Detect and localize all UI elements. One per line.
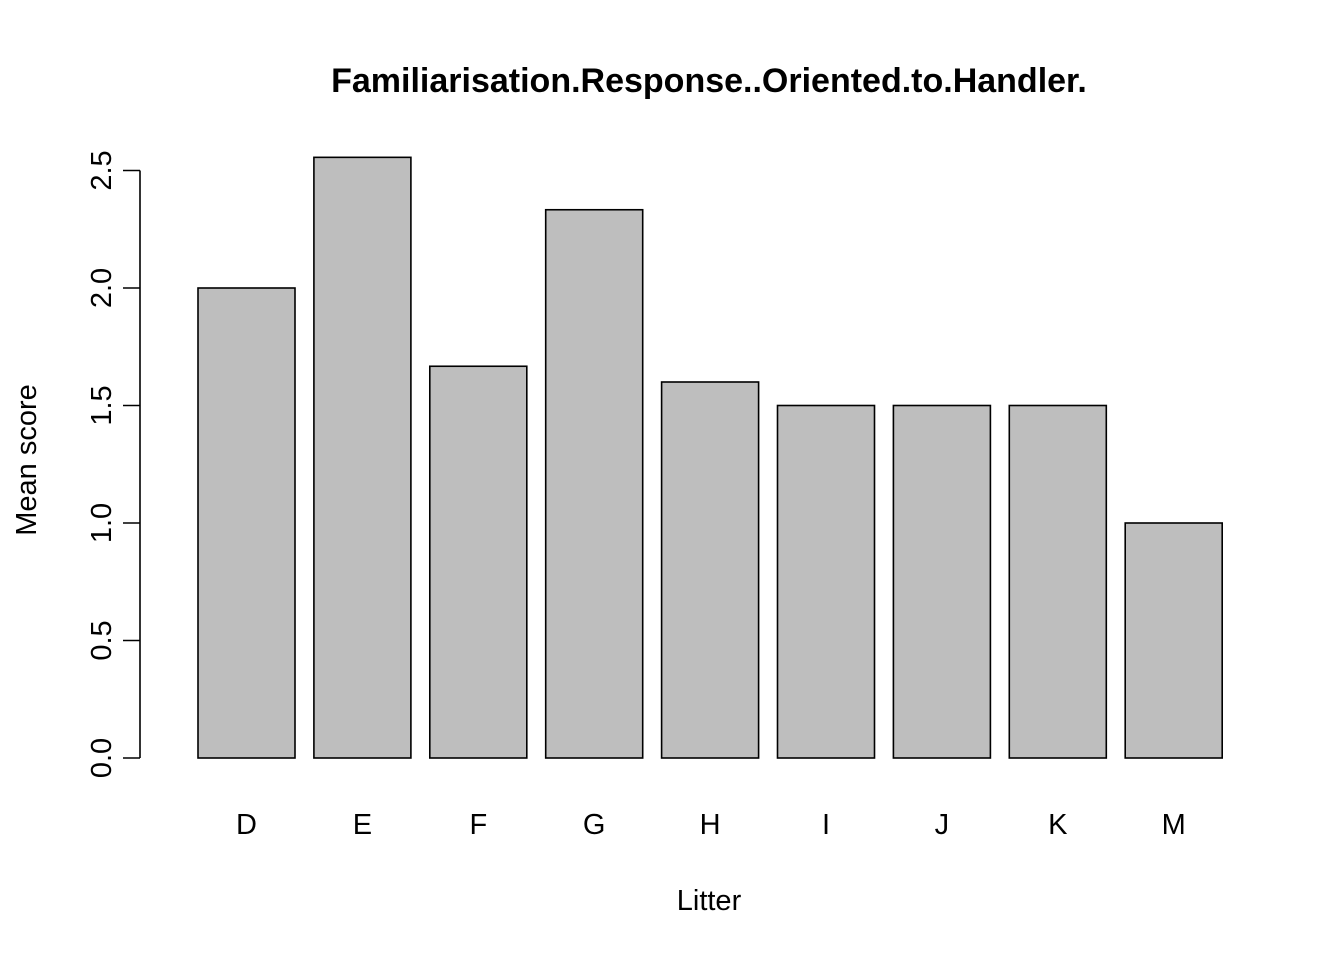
y-axis: 0.0 0.5 1.0 1.5 2.0 2.5 <box>86 150 141 778</box>
x-category-label: F <box>469 809 487 841</box>
x-category-label: D <box>236 809 257 841</box>
x-category-label: I <box>822 809 830 841</box>
bar-g <box>544 208 644 759</box>
y-axis-label: Mean score <box>11 384 43 536</box>
y-tick-label: 0.0 <box>86 738 118 778</box>
bar-f <box>428 365 528 759</box>
y-tick-label: 2.5 <box>86 150 118 190</box>
x-category-label: K <box>1048 809 1068 841</box>
bar-d <box>197 287 296 759</box>
y-tick-label: 1.5 <box>86 385 118 425</box>
y-tick-label: 0.5 <box>86 620 118 660</box>
bar-m <box>1124 522 1223 759</box>
x-category-label: H <box>700 809 721 841</box>
bars-group <box>197 156 1223 759</box>
x-category-label: E <box>353 809 372 841</box>
bar-k <box>1008 404 1108 759</box>
x-category-label: G <box>583 809 606 841</box>
bar-h <box>660 381 760 759</box>
x-axis-label: Litter <box>677 885 742 917</box>
bar-j <box>892 404 992 759</box>
bar-e <box>313 156 412 759</box>
bar-i <box>776 404 876 759</box>
y-tick-label: 1.0 <box>86 503 118 543</box>
x-category-label: J <box>935 809 950 841</box>
y-tick-label: 2.0 <box>86 268 118 308</box>
x-category-label: M <box>1162 809 1186 841</box>
chart-title: Familiarisation.Response..Oriented.to.Ha… <box>331 62 1087 100</box>
